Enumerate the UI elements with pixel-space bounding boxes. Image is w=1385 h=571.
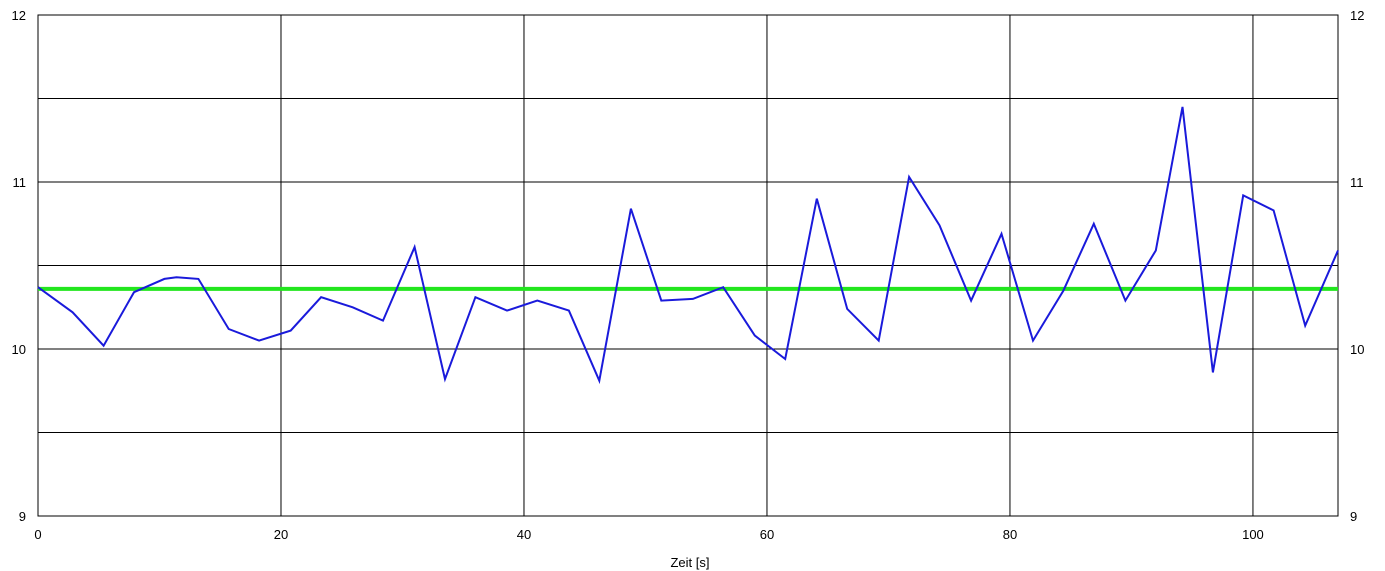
y-tick-label-right: 10: [1350, 342, 1364, 357]
x-tick-label: 100: [1242, 527, 1264, 542]
series-layer: [37, 106, 1339, 385]
plot-frame: [37, 14, 1339, 517]
x-tick-label: 60: [760, 527, 774, 542]
y-tick-label-left: 10: [12, 342, 26, 357]
data-series-line: [37, 106, 1339, 385]
y-tick-label-left: 9: [19, 509, 26, 524]
x-tick-label: 0: [34, 527, 41, 542]
y-tick-label-left: 11: [13, 175, 27, 190]
y-tick-label-right: 12: [1350, 8, 1364, 23]
y-tick-label-right: 11: [1350, 175, 1364, 190]
x-tick-label: 20: [274, 527, 288, 542]
grid-lines: [38, 15, 1338, 516]
tick-labels: 0 20 40 60 80 100 9 10 11 12 9 10 11 12: [12, 8, 1365, 542]
y-tick-label-left: 12: [12, 8, 26, 23]
x-tick-label: 80: [1003, 527, 1017, 542]
x-axis-label: Zeit [s]: [670, 555, 709, 570]
x-tick-label: 40: [517, 527, 531, 542]
y-tick-label-right: 9: [1350, 509, 1357, 524]
